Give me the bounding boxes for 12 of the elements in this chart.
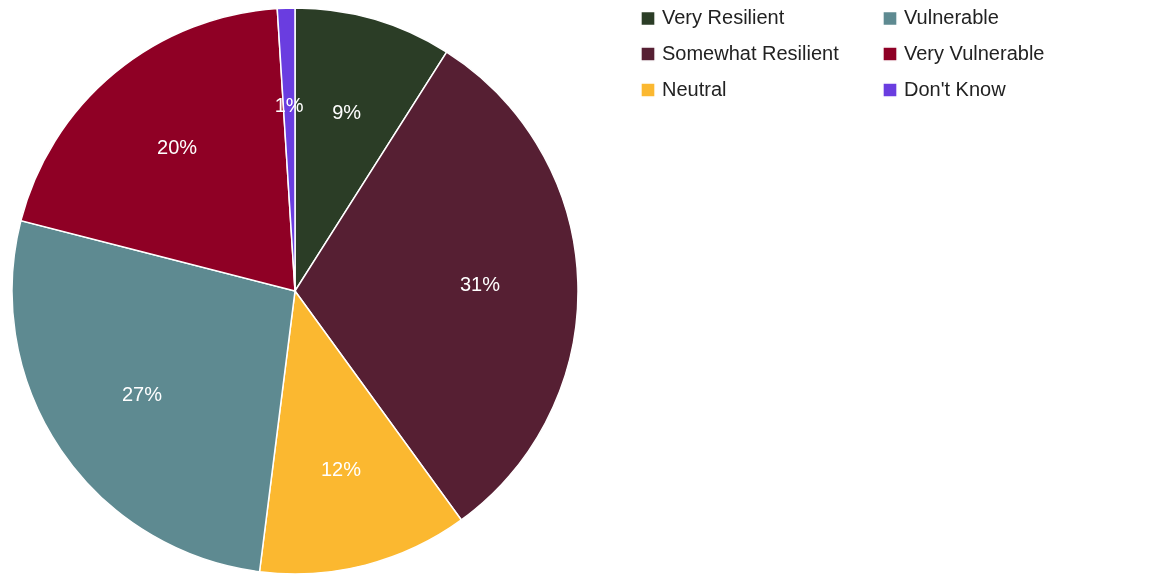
- legend-label: Very Vulnerable: [904, 42, 1045, 64]
- legend-label: Don't Know: [904, 78, 1007, 100]
- data-label: 27%: [121, 382, 163, 405]
- data-label: 31%: [459, 273, 501, 296]
- legend-label: Very Resilient: [662, 6, 785, 29]
- data-label: 20%: [157, 136, 198, 159]
- legend-label: Neutral: [662, 78, 727, 100]
- data-label: 9%: [332, 101, 362, 124]
- data-label: 1%: [274, 94, 304, 117]
- legend-label: Vulnerable: [904, 6, 999, 29]
- legend-label: Somewhat Resilient: [662, 42, 840, 64]
- data-label: 12%: [320, 458, 362, 481]
